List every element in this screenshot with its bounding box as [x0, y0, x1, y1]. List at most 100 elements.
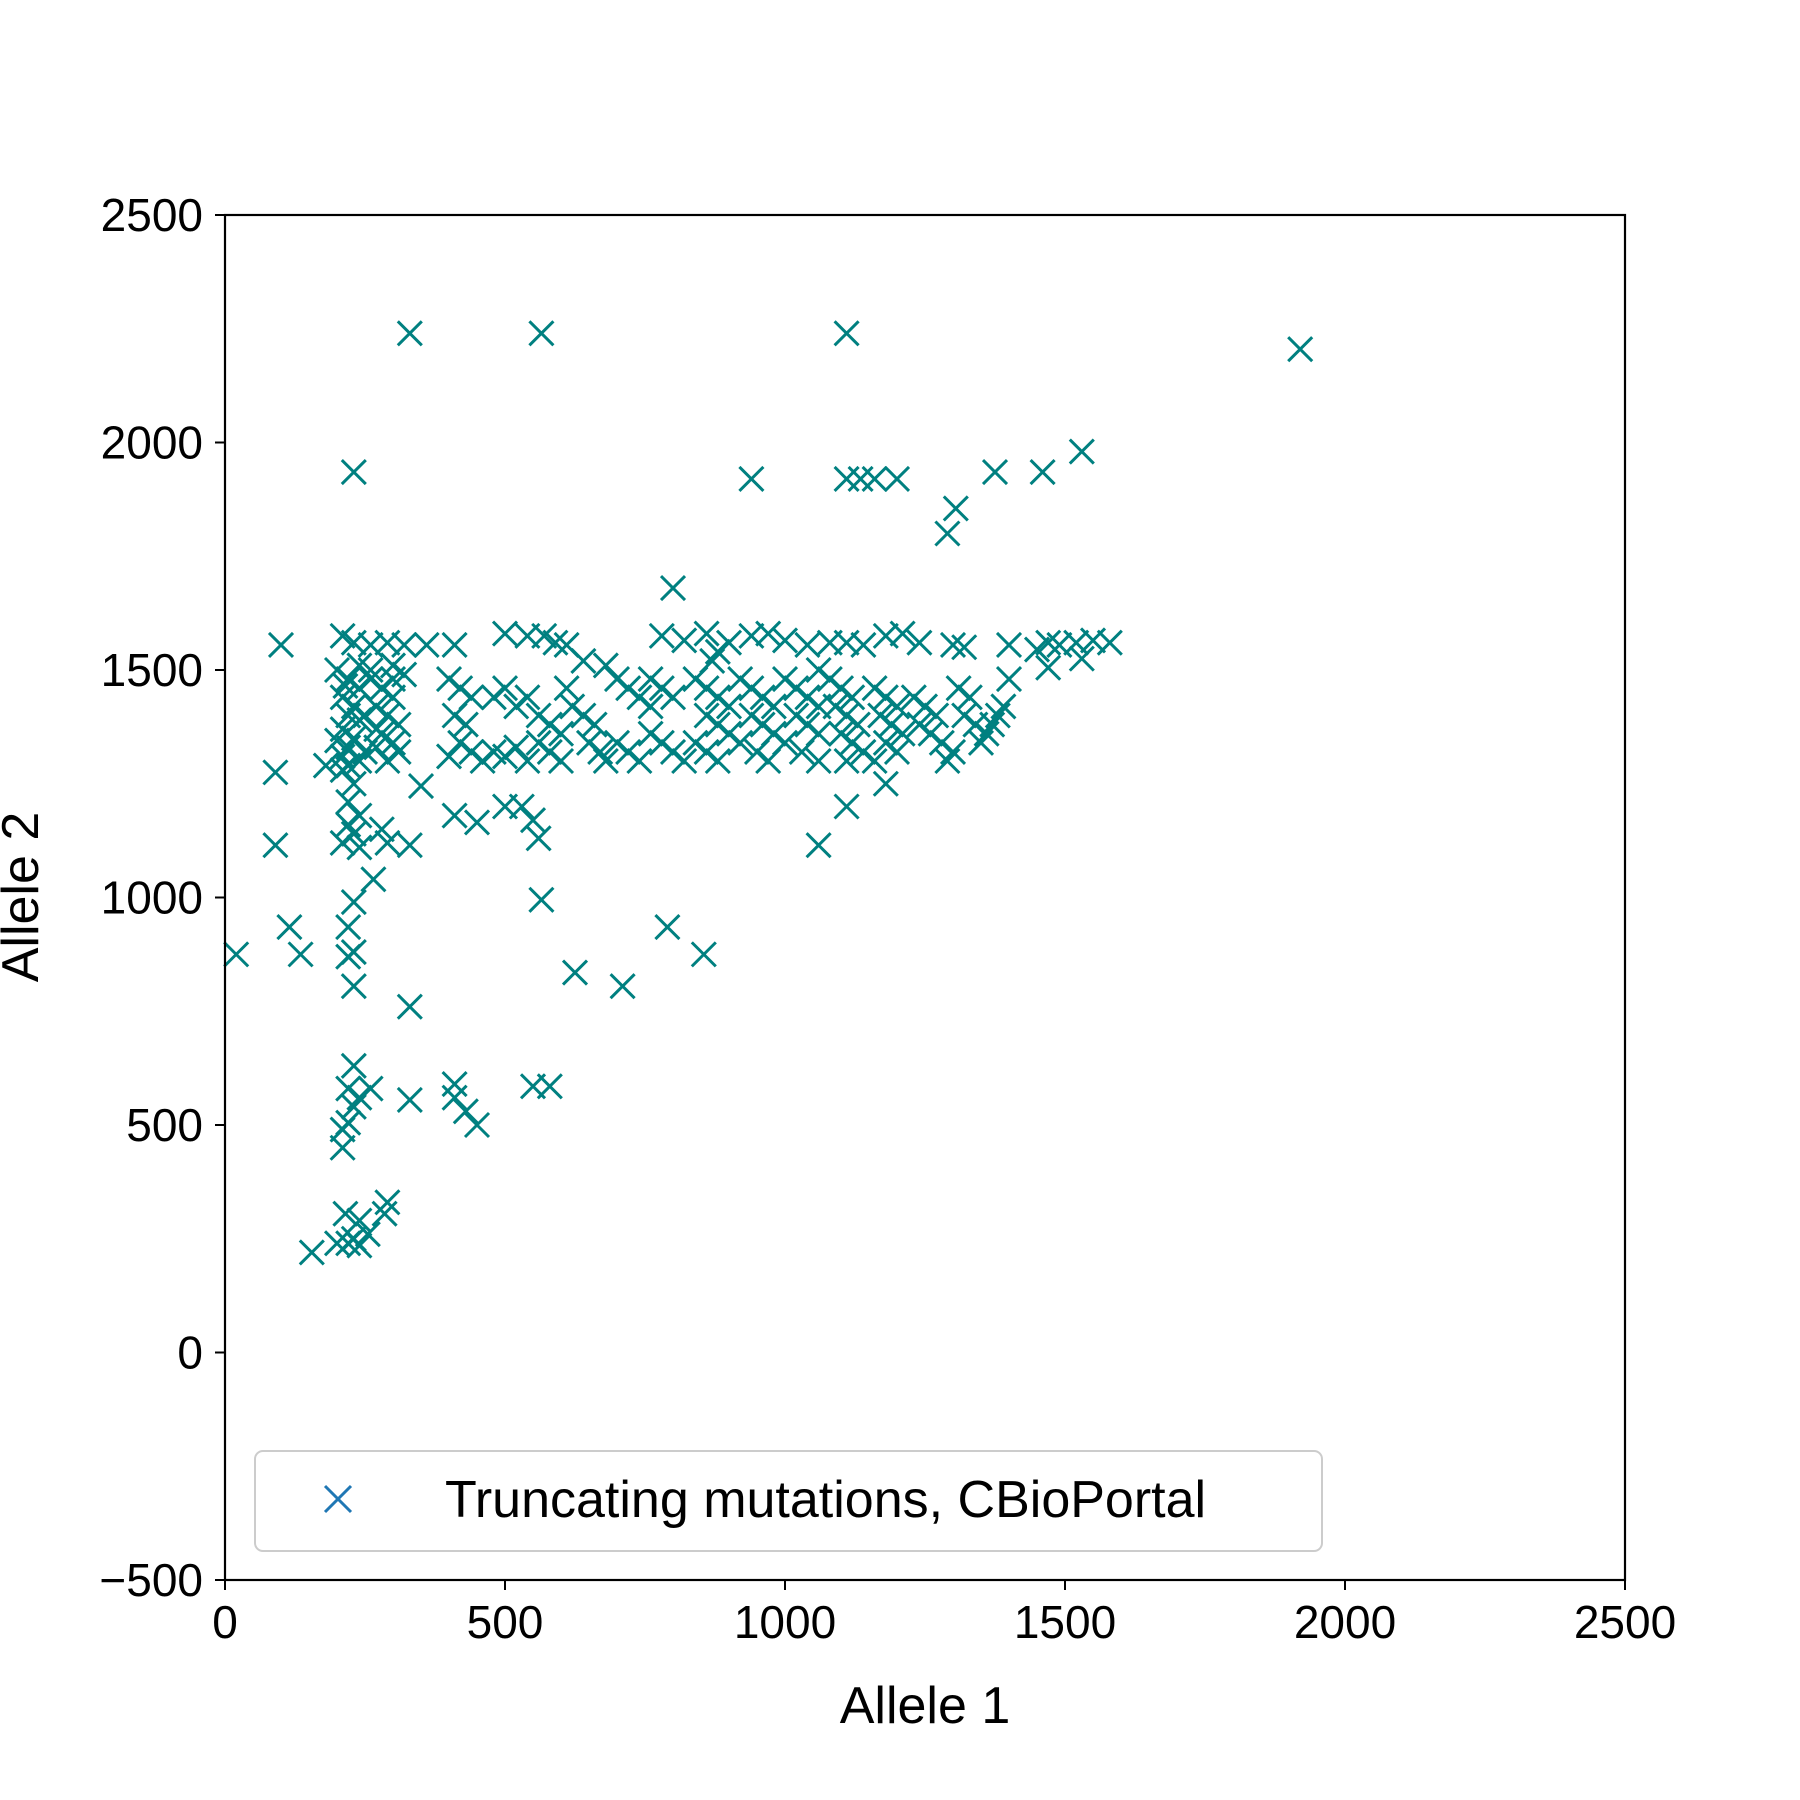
data-point [981, 459, 1009, 486]
data-point [581, 711, 608, 738]
data-point [542, 629, 569, 656]
data-point [794, 631, 821, 659]
data-point [771, 627, 799, 654]
data-point [956, 684, 983, 711]
data-point [463, 809, 491, 836]
data-point [346, 834, 373, 861]
data-point [839, 684, 866, 711]
data-points [223, 320, 1314, 1266]
data-point [690, 941, 717, 968]
data-point [351, 702, 379, 729]
legend-box [254, 1450, 1323, 1552]
data-point [441, 1070, 468, 1098]
data-point [323, 727, 351, 754]
data-point [889, 620, 916, 647]
data-point [441, 631, 468, 659]
data-point [939, 631, 967, 659]
legend-label: Truncating mutations, CBioPortal [445, 1471, 1206, 1529]
data-point [340, 1052, 367, 1079]
x-axis-label: Allele 1 [840, 1677, 1011, 1735]
data-point [704, 638, 731, 665]
data-point [514, 747, 541, 775]
data-point [335, 1230, 362, 1257]
data-point [771, 729, 799, 756]
y-tick-label: 2500 [101, 189, 203, 241]
data-point [715, 693, 743, 720]
data-point [323, 1230, 351, 1257]
legend-marker-x-icon [323, 1484, 353, 1514]
data-point [374, 747, 401, 775]
data-point [833, 320, 860, 347]
data-point [833, 793, 860, 820]
data-point [298, 1239, 325, 1266]
x-tick-label: 2500 [1574, 1596, 1676, 1648]
data-point [637, 693, 664, 720]
data-point [934, 520, 961, 547]
data-point [452, 711, 479, 738]
data-point [385, 711, 412, 738]
data-point [951, 634, 978, 661]
data-point [805, 832, 832, 859]
data-point [704, 747, 731, 775]
data-point [379, 666, 407, 693]
data-point [413, 631, 440, 659]
data-point [332, 1200, 359, 1227]
data-point [508, 793, 535, 820]
data-point [441, 1084, 468, 1111]
data-point [883, 693, 911, 720]
data-point [671, 747, 698, 775]
data-point [536, 1073, 563, 1100]
data-point [693, 620, 720, 647]
data-point [262, 759, 289, 786]
data-point [648, 622, 675, 649]
x-axis-ticks: 0 500 1000 1500 2000 2500 [212, 1580, 1676, 1648]
data-point [659, 575, 687, 602]
data-point [934, 747, 961, 775]
data-point [335, 914, 362, 941]
data-point [738, 465, 765, 492]
data-point [452, 1098, 479, 1125]
data-point [833, 747, 860, 775]
data-point [626, 747, 653, 775]
x-tick-label: 1500 [1014, 1596, 1116, 1648]
data-point [547, 720, 575, 747]
data-point [346, 1232, 373, 1259]
data-point [379, 684, 407, 711]
data-point [760, 693, 787, 720]
data-point [360, 866, 387, 893]
data-point [861, 465, 888, 492]
data-point [396, 1086, 423, 1114]
data-point [329, 829, 356, 856]
data-point [1035, 654, 1062, 681]
data-point [883, 465, 911, 492]
data-point [276, 914, 303, 941]
data-point [1029, 459, 1056, 486]
data-point [329, 1134, 356, 1161]
data-point [942, 495, 969, 522]
data-point [287, 941, 314, 968]
data-point [889, 720, 916, 747]
data-point [525, 825, 552, 852]
data-point [371, 1200, 398, 1227]
data-point [979, 711, 1006, 738]
legend: Truncating mutations, CBioPortal [254, 1450, 1323, 1552]
y-tick-label: −500 [99, 1554, 203, 1606]
data-point [312, 752, 339, 779]
data-point [519, 807, 547, 834]
data-point [592, 747, 619, 775]
data-point [1068, 645, 1095, 672]
y-tick-label: 0 [177, 1327, 203, 1379]
data-point [528, 320, 555, 347]
data-point [340, 973, 367, 1000]
x-tick-label: 1000 [734, 1596, 836, 1648]
data-point [671, 627, 698, 654]
y-axis-ticks: −500 0 500 1000 1500 2000 2500 [99, 189, 225, 1606]
data-point [346, 652, 373, 679]
y-tick-label: 1500 [101, 644, 203, 696]
data-point [805, 747, 832, 775]
data-point [514, 684, 541, 711]
data-point [267, 631, 295, 659]
data-point [755, 620, 782, 647]
data-point [844, 711, 871, 738]
